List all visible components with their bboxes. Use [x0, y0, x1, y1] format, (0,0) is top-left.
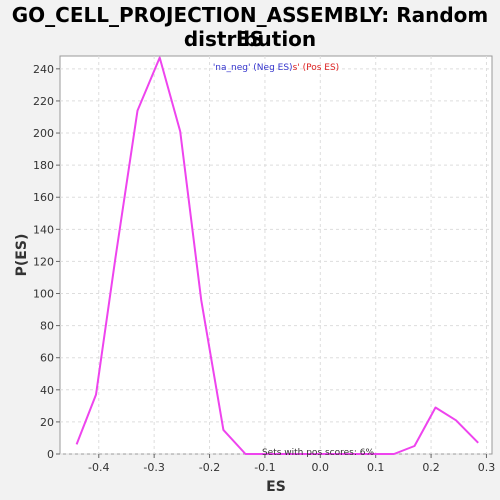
y-tick-label: 120 — [33, 255, 54, 268]
legend-pos-label: s' (Pos ES) — [293, 63, 340, 73]
y-tick-label: 0 — [47, 448, 54, 461]
x-tick-label: 0.3 — [478, 461, 496, 474]
x-tick-label: 0.1 — [367, 461, 385, 474]
x-tick-label: -0.2 — [199, 461, 220, 474]
axes: -0.4 -0.3 -0.2 -0.1 0.0 0.1 0.2 0.3 0 20 40 60 80 100… — [33, 63, 495, 474]
y-tick-label: 200 — [33, 127, 54, 140]
x-tick-label: -0.3 — [143, 461, 164, 474]
y-tick-label: 100 — [33, 288, 54, 301]
y-tick-label: 80 — [40, 320, 54, 333]
y-tick-label: 40 — [40, 384, 54, 397]
x-tick-label: -0.1 — [254, 461, 275, 474]
x-tick-label: 0.2 — [422, 461, 440, 474]
x-axis-label: ES — [266, 479, 286, 495]
y-tick-label: 140 — [33, 223, 54, 236]
y-axis-label: P(ES) — [14, 234, 30, 277]
y-tick-label: 240 — [33, 63, 54, 76]
chart-title-line1: GO_CELL_PROJECTION_ASSEMBLY: Random ES — [11, 3, 489, 51]
y-tick-label: 220 — [33, 95, 54, 108]
legend: 'na_neg' (Neg ES)s' (Pos ES) — [213, 63, 339, 73]
chart-title-line2: distribution — [183, 27, 317, 51]
annotation-pos-scores: Sets with pos scores: 6% — [262, 448, 375, 458]
y-tick-label: 20 — [40, 416, 54, 429]
y-tick-label: 60 — [40, 352, 54, 365]
plot-area — [59, 55, 493, 455]
series-layer — [75, 56, 479, 455]
legend-neg-label: 'na_neg' (Neg ES) — [213, 63, 293, 73]
x-tick-label: -0.4 — [88, 461, 109, 474]
y-tick-label: 180 — [33, 159, 54, 172]
series-line — [75, 56, 479, 455]
x-tick-label: 0.0 — [312, 461, 330, 474]
y-tick-label: 160 — [33, 191, 54, 204]
